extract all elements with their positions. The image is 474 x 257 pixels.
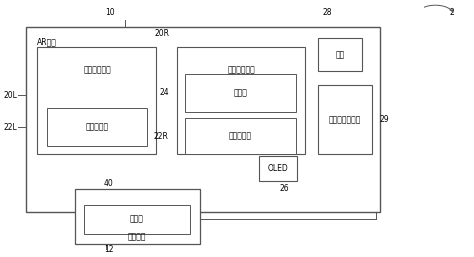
Bar [258,156,297,180]
Text: 24: 24 [159,88,169,97]
Text: 智能手机: 智能手机 [128,232,146,241]
Text: 左眼用透射部: 左眼用透射部 [83,66,111,75]
Text: 29: 29 [380,115,389,124]
Bar [185,118,296,154]
Text: 导光板: 导光板 [233,88,247,97]
Text: 40: 40 [104,179,113,188]
Text: 20L: 20L [3,91,18,100]
Text: 左眼用透镜: 左眼用透镜 [85,123,109,132]
Text: 空间识别传感器: 空间识别传感器 [329,115,361,124]
Text: 26: 26 [280,184,290,194]
Text: AR眼镜: AR眼镜 [37,38,57,47]
Text: 相机: 相机 [335,50,345,59]
Bar [75,189,201,244]
Bar [185,74,296,112]
Bar [47,108,147,146]
Bar [318,38,362,71]
Text: 10: 10 [105,8,114,17]
Bar [84,205,190,234]
Text: 12: 12 [104,245,113,254]
Bar [26,27,380,212]
Text: 28: 28 [323,8,332,17]
Text: 右眼用透射部: 右眼用透射部 [228,66,255,75]
Text: 22L: 22L [4,123,18,132]
Text: 右眼用透镜: 右眼用透镜 [229,132,252,141]
Text: 20R: 20R [154,29,169,38]
Text: OLED: OLED [267,164,288,173]
Text: 处理器: 处理器 [130,215,144,224]
Text: 2: 2 [449,7,454,16]
Bar [37,47,156,154]
Text: 22R: 22R [154,132,169,141]
Bar [177,47,305,154]
Bar [318,85,372,154]
